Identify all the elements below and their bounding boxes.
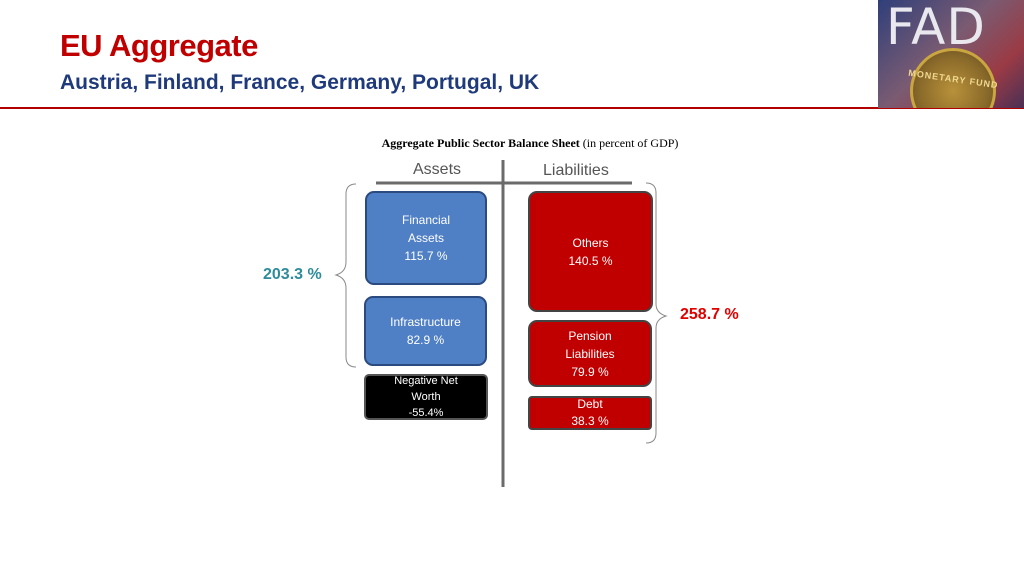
seal-icon	[910, 48, 996, 108]
financial-assets-label-2: Assets	[407, 231, 444, 245]
diagram-title: Aggregate Public Sector Balance Sheet (i…	[0, 136, 1024, 151]
infrastructure-value: 82.9 %	[406, 333, 445, 347]
debt-value: 38.3 %	[571, 414, 609, 428]
diagram-title-bold: Aggregate Public Sector Balance Sheet	[381, 136, 580, 150]
debt-box: Debt 38.3 %	[528, 396, 652, 430]
others-label: Others	[572, 235, 609, 250]
negative-net-worth-label-1: Negative Net	[394, 375, 458, 387]
fad-logo: FAD MONETARY FUND	[878, 0, 1024, 108]
others-liabilities-box: Others 140.5 %	[528, 191, 653, 312]
assets-heading: Assets	[413, 161, 462, 178]
assets-bracket	[334, 183, 357, 368]
liabilities-bracket	[645, 182, 668, 444]
liabilities-heading: Liabilities	[543, 162, 609, 179]
header-divider	[0, 107, 1024, 109]
assets-total-label: 203.3 %	[263, 266, 322, 283]
financial-assets-value: 115.7 %	[404, 249, 448, 263]
infrastructure-box: Infrastructure 82.9 %	[364, 296, 487, 366]
pension-value: 79.9 %	[571, 364, 609, 379]
financial-assets-box: Financial Assets 115.7 %	[365, 191, 487, 285]
negative-net-worth-box: Negative Net Worth -55.4%	[364, 374, 488, 420]
page-title: EU Aggregate	[60, 28, 258, 63]
pension-label-1: Pension	[568, 328, 612, 343]
others-value: 140.5 %	[568, 253, 613, 268]
diagram-title-unit: (in percent of GDP)	[579, 136, 679, 150]
negative-net-worth-label-2: Worth	[411, 391, 441, 403]
pension-label-2: Liabilities	[565, 346, 615, 361]
pension-liabilities-box: Pension Liabilities 79.9 %	[528, 320, 652, 387]
page-subtitle: Austria, Finland, France, Germany, Portu…	[60, 71, 540, 94]
logo-text: FAD	[886, 0, 986, 56]
negative-net-worth-value: -55.4%	[408, 407, 444, 419]
liabilities-total-label: 258.7 %	[680, 306, 739, 323]
debt-label: Debt	[577, 397, 603, 411]
financial-assets-label-1: Financial	[401, 213, 451, 227]
infrastructure-label: Infrastructure	[390, 315, 461, 329]
